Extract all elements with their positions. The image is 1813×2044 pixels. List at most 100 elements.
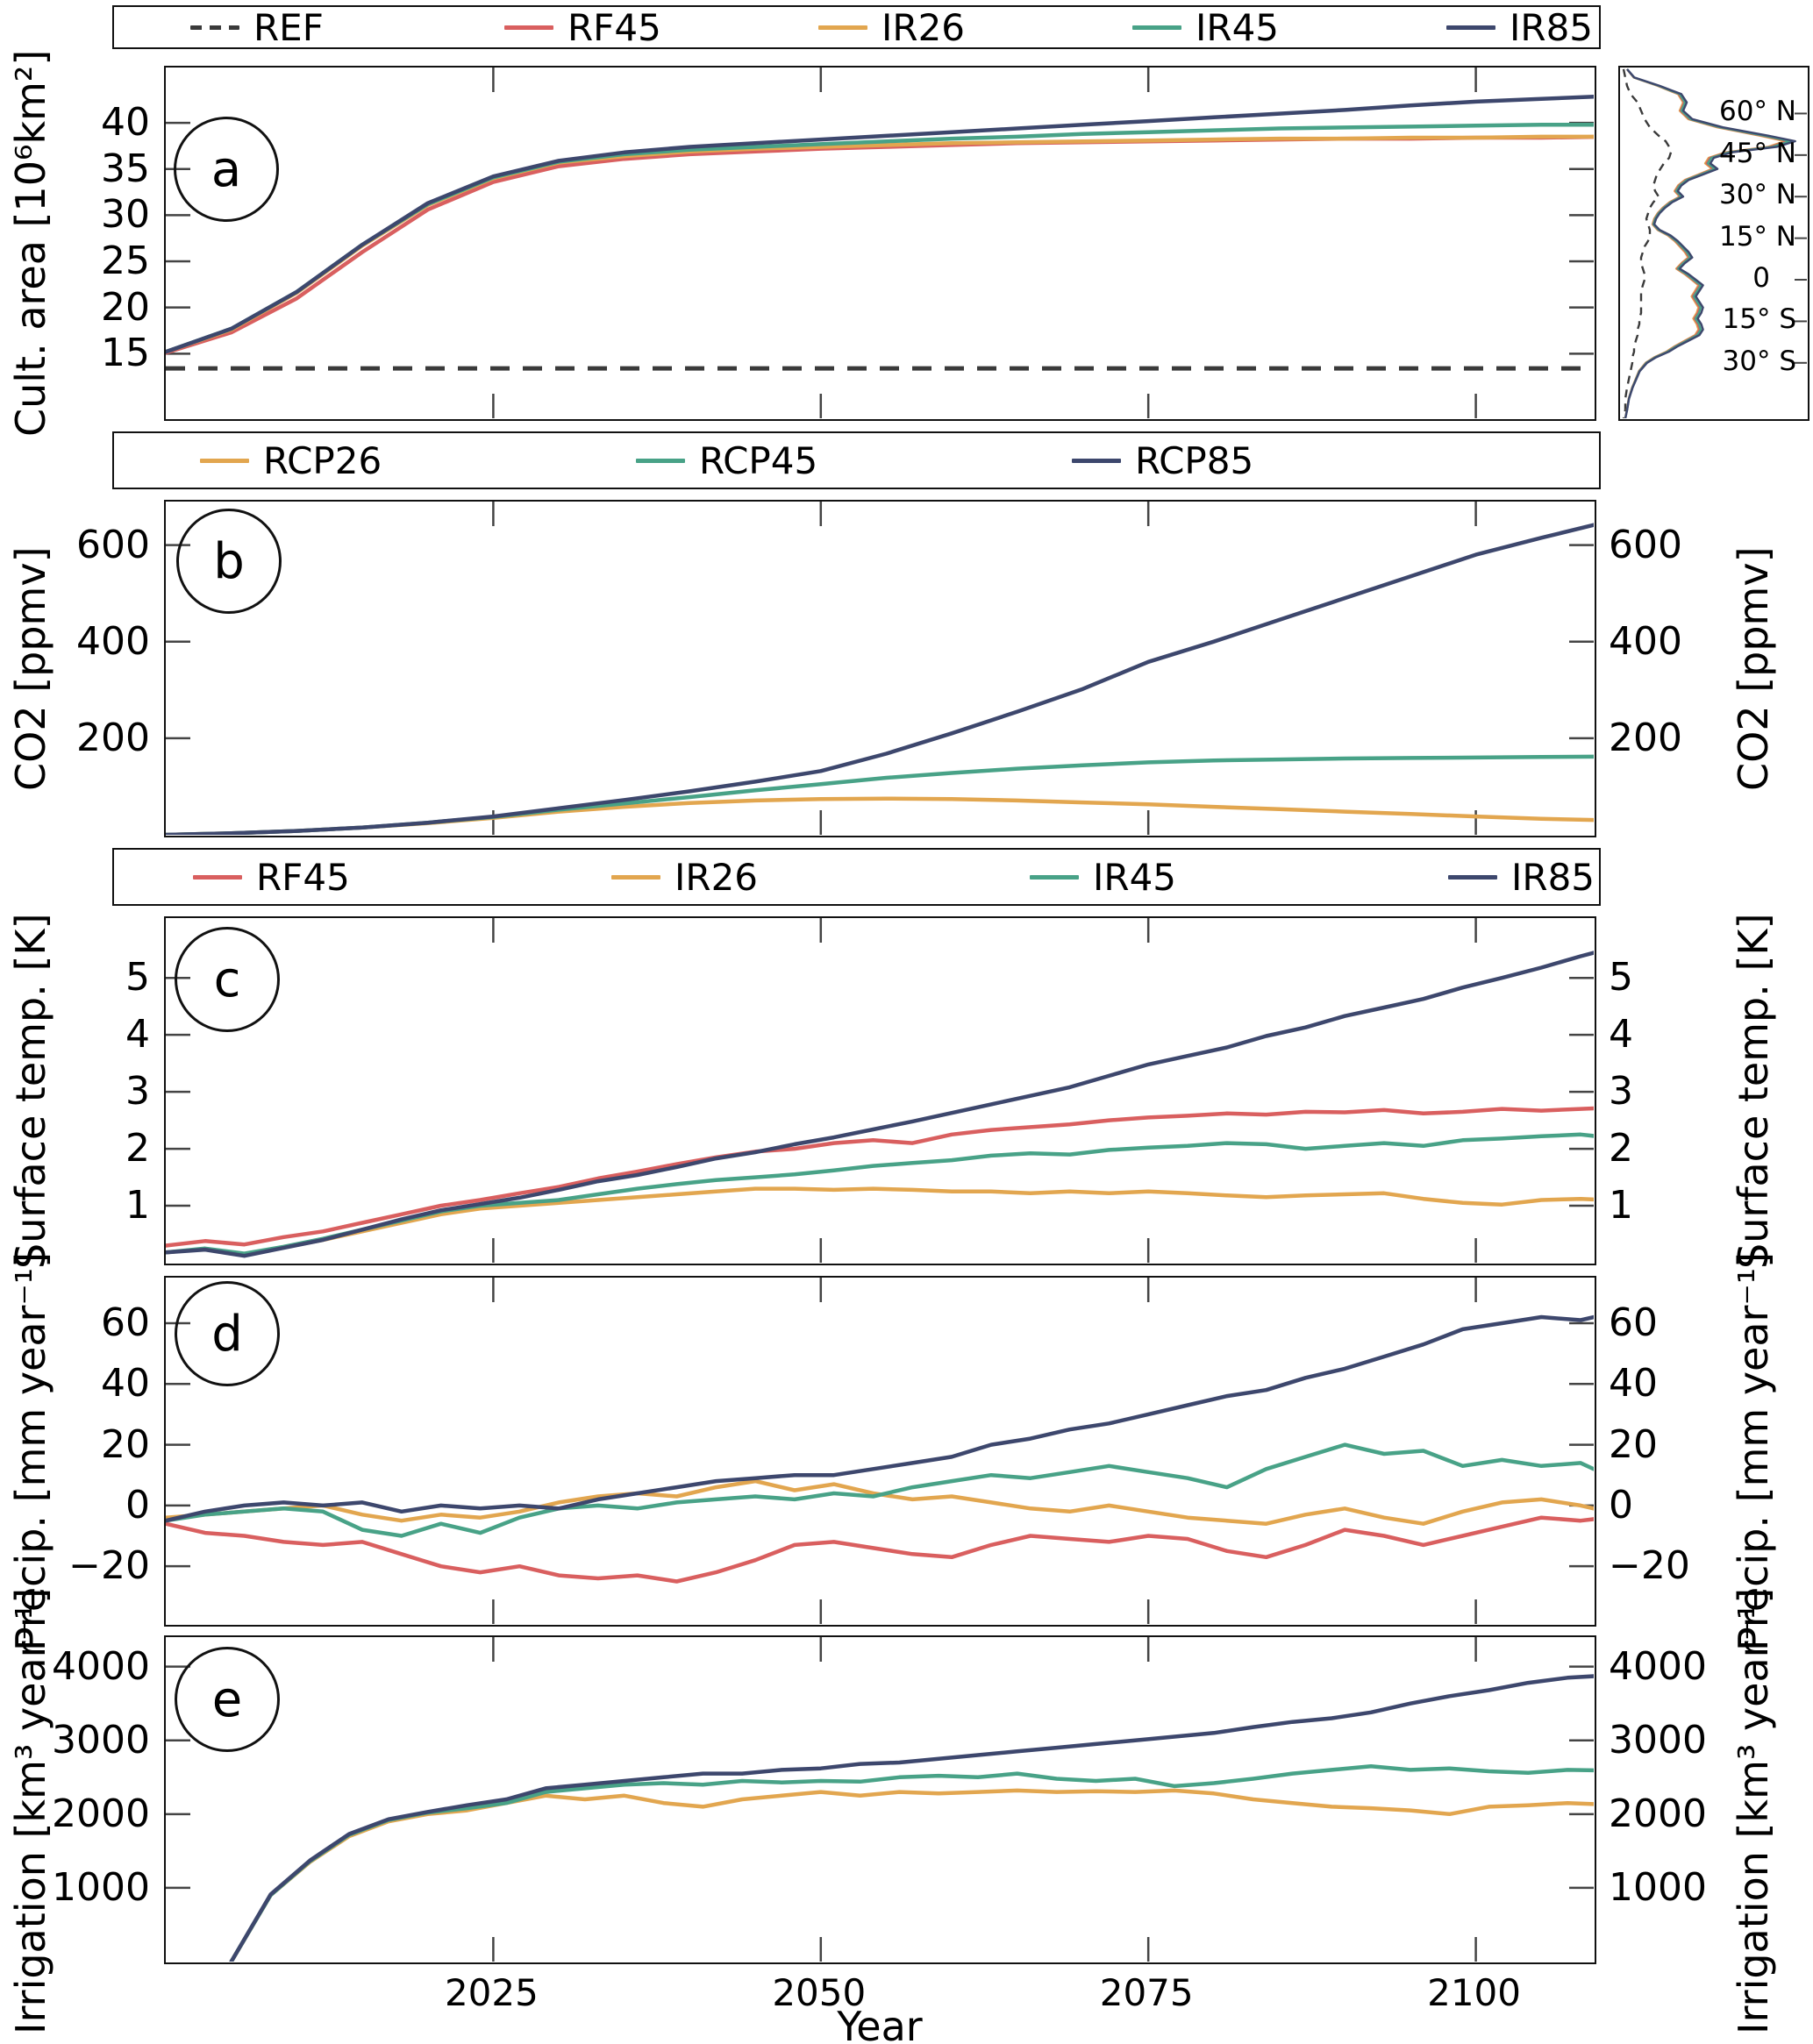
latitude-label: 30° N: [1719, 179, 1796, 211]
panel-c-ytick-label-right: 2: [1609, 1126, 1633, 1172]
line-swatch: [200, 458, 249, 463]
panel-c-ytick-label: 3: [125, 1069, 150, 1115]
line-swatch: [504, 25, 553, 30]
legend-label-rcp45: RCP45: [699, 438, 818, 482]
legend-label-ir26: IR26: [675, 855, 759, 899]
panel-c-ytick-label-right: 1: [1609, 1183, 1633, 1229]
x-tick-label: 2100: [1427, 1971, 1521, 2014]
line-swatch: [1072, 458, 1121, 463]
legend-item-rcp45: RCP45: [636, 439, 1072, 482]
line-swatch: [1132, 25, 1181, 30]
panel-d-plot: [164, 1276, 1596, 1627]
panel-d-ytick-label-right: 40: [1609, 1361, 1658, 1407]
panel-e-ytick-label-right: 4000: [1609, 1643, 1707, 1689]
panel-c-ytick-label-right: 5: [1609, 955, 1633, 1001]
latitude-profile-canvas: [1622, 68, 1807, 418]
panel-b-ytick-label-right: 600: [1609, 522, 1682, 567]
legend-label-ir45: IR45: [1196, 5, 1280, 49]
panel-b-ytick-label: 200: [76, 715, 150, 760]
series-rcp85: [166, 523, 1594, 835]
legend-item-ir26: IR26: [611, 856, 1030, 899]
latitude-ref-curve: [1622, 68, 1673, 418]
legend-label-ir85: IR85: [1511, 855, 1595, 899]
series-rcp26: [166, 796, 1594, 835]
latitude-label: 30° S: [1722, 345, 1796, 377]
series-ir45: [229, 1763, 1594, 1962]
legend-item-rcp85: RCP85: [1072, 439, 1508, 482]
legend-label-ref: REF: [253, 5, 324, 49]
panel-d-ytick-label-right: 60: [1609, 1300, 1658, 1345]
series-ir26: [166, 134, 1594, 354]
legend-scenarios-top: REF RF45 IR26 IR45 IR85: [112, 5, 1601, 49]
panel-e-ytick-label: 4000: [52, 1643, 150, 1689]
panel-e-ytick-label-right: 3000: [1609, 1717, 1707, 1763]
legend-item-ir26: IR26: [818, 6, 1132, 49]
panel-b-ytick-label-right: 400: [1609, 618, 1682, 664]
panel-a-ytick-label: 25: [101, 239, 150, 284]
panel-e-plot: [164, 1635, 1596, 1964]
x-tick-label: 2050: [772, 1971, 867, 2014]
line-swatch: [818, 25, 867, 30]
panel-d-letter-text: d: [211, 1305, 243, 1363]
panel-c-ytick-label: 4: [125, 1012, 150, 1058]
panel-b-letter-text: b: [213, 532, 245, 590]
panel-e-ytick-label: 3000: [52, 1717, 150, 1763]
panel-b-letter: b: [176, 509, 282, 614]
series-rf45: [166, 1515, 1594, 1584]
panel-b-ylabel: CO2 [ppmv]: [7, 546, 54, 791]
latitude-label: 60° N: [1719, 96, 1796, 128]
panel-a-plot: [164, 66, 1596, 421]
panel-d-canvas: [166, 1278, 1594, 1624]
legend-item-rcp26: RCP26: [200, 439, 636, 482]
legend-item-ir45: IR45: [1132, 6, 1446, 49]
legend-label-rf45: RF45: [256, 855, 350, 899]
series-ir85: [229, 1674, 1594, 1962]
series-ir26: [166, 1186, 1594, 1257]
latitude-curve-ir85: [1624, 68, 1796, 418]
panel-c-plot: [164, 916, 1596, 1265]
legend-label-ir26: IR26: [882, 5, 966, 49]
series-ir85: [166, 951, 1594, 1258]
panel-e-ylabel: Irrigation [km³ year⁻¹]: [7, 1587, 54, 2034]
panel-a-letter-text: a: [211, 140, 242, 198]
panel-a-ytick-label: 15: [101, 331, 150, 376]
legend-label-rcp26: RCP26: [263, 438, 382, 482]
latitude-label: 0: [1752, 262, 1770, 295]
panel-e-ylabel-right: Irrigation [km³ year⁻¹]: [1730, 1587, 1777, 2034]
panel-c-letter-text: c: [213, 951, 241, 1008]
panel-a-canvas: [166, 68, 1594, 418]
series-ir26: [166, 1478, 1594, 1526]
legend-item-ir45: IR45: [1030, 856, 1448, 899]
series-rf45: [166, 1106, 1594, 1248]
panel-d-ytick-label-right: −20: [1609, 1543, 1690, 1589]
legend-item-ir85: IR85: [1448, 856, 1813, 899]
series-ir45: [166, 1442, 1594, 1538]
panel-b-ytick-label: 400: [76, 618, 150, 664]
panel-c-ytick-label: 2: [125, 1126, 150, 1172]
panel-e-ytick-label-right: 2000: [1609, 1791, 1707, 1836]
legend-item-rf45: RF45: [193, 856, 611, 899]
panel-c-ylabel-right: Surface temp. [K]: [1730, 913, 1777, 1269]
panel-c-ytick-label: 1: [125, 1183, 150, 1229]
panel-b-ytick-label-right: 200: [1609, 715, 1682, 760]
series-ir85: [166, 94, 1594, 354]
panel-c-ytick-label-right: 4: [1609, 1012, 1633, 1058]
panel-e-letter: e: [175, 1647, 280, 1752]
latitude-label: 15° N: [1719, 220, 1796, 253]
panel-a-ytick-label: 30: [101, 192, 150, 238]
legend-rcp: RCP26 RCP45 RCP85: [112, 431, 1601, 489]
series-ir26: [229, 1788, 1594, 1962]
panel-a-ytick-label: 35: [101, 146, 150, 191]
line-swatch: [636, 458, 685, 463]
series-ir85: [166, 1314, 1594, 1523]
legend-label-ir45: IR45: [1093, 855, 1177, 899]
line-swatch: [611, 874, 660, 880]
x-tick-label: 2075: [1099, 1971, 1194, 2014]
latitude-label: 45° N: [1719, 137, 1796, 169]
legend-label-rf45: RF45: [567, 5, 661, 49]
line-swatch: [193, 874, 242, 880]
legend-item-ref: REF: [190, 6, 504, 49]
panel-a-ytick-label: 40: [101, 100, 150, 146]
panel-d-ytick-label: 0: [125, 1482, 150, 1528]
